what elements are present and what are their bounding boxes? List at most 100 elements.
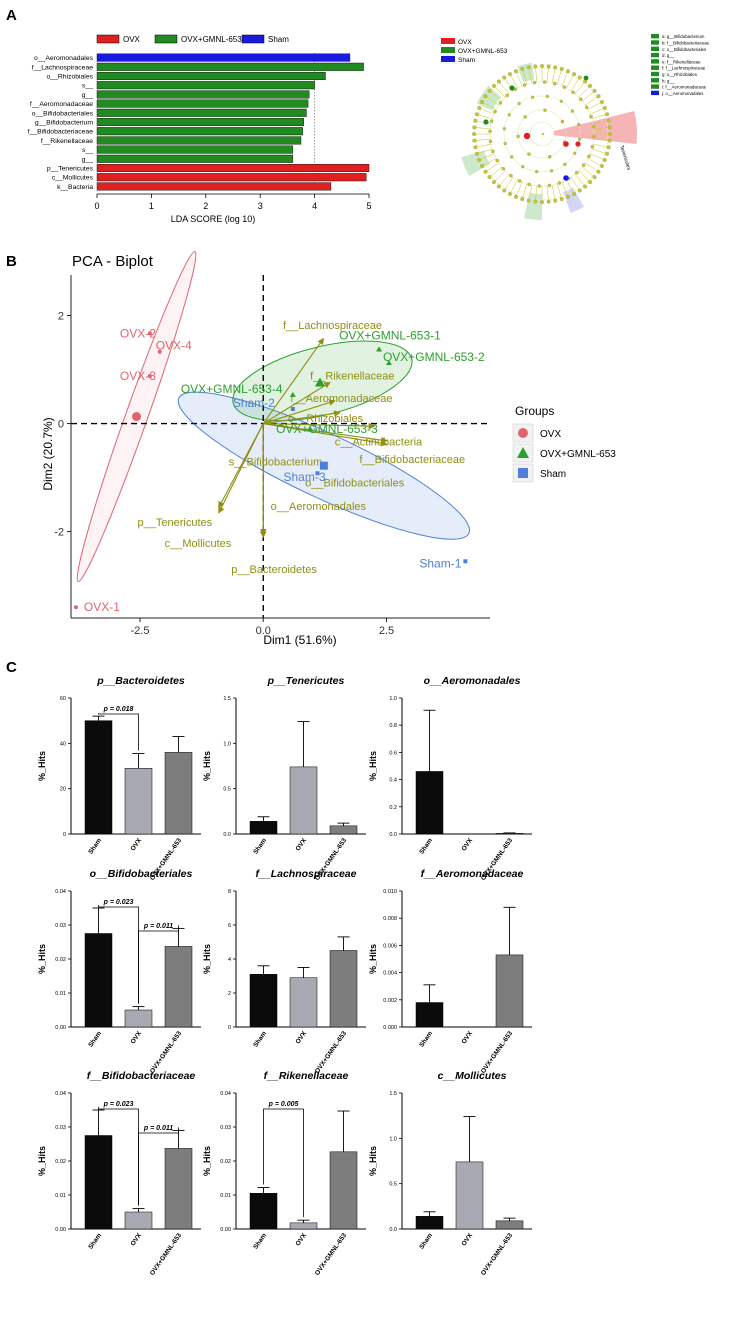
bar-chart-y-tick-label: 0 xyxy=(63,832,66,838)
pca-point-sham xyxy=(315,471,320,476)
bar-chart-bar xyxy=(495,1220,524,1230)
pca-point-label: OVX+GMNL-653-1 xyxy=(339,329,441,343)
clado-node-ovx xyxy=(563,141,569,147)
pca-y-tick-label: -2 xyxy=(54,527,64,539)
bar-chart-y-tick-label: 60 xyxy=(60,696,66,702)
clado-branch xyxy=(566,179,575,195)
bar-chart-category-label: OVX xyxy=(461,1232,475,1248)
cladogram-tree: Tenericutes xyxy=(461,62,638,220)
bar-chart-title: p__Tenericutes xyxy=(267,675,345,687)
lda-bar xyxy=(96,163,370,172)
clado-branch xyxy=(585,96,599,106)
pca-legend-title: Groups xyxy=(515,404,554,418)
bar-chart-y-tick-label: 0.0 xyxy=(389,832,397,838)
clado-branch xyxy=(589,107,605,115)
lda-bar xyxy=(96,53,351,62)
clado-leaf-node xyxy=(540,200,544,204)
pca-point-ovx xyxy=(147,331,152,336)
bar-chart-y-tick-label: 0 xyxy=(228,1025,231,1031)
bar-chart-title: c__Mollicutes xyxy=(438,1070,507,1082)
lda-bar xyxy=(96,127,303,136)
bar-chart-bar xyxy=(249,1193,278,1230)
bar-chart-ylabel: %_Hits xyxy=(202,751,212,781)
bar-chart-title: f__Aeromonadaceae xyxy=(421,868,524,880)
clado-highlight-sector xyxy=(517,62,535,83)
bar-chart-bar xyxy=(124,1009,153,1028)
clado-branch xyxy=(479,107,495,115)
lda-category-label: o__Aeromonadales xyxy=(34,55,94,62)
bar-chart-y-tick-label: 0.02 xyxy=(220,1159,231,1165)
bar-chart-y-tick-label: 1.5 xyxy=(223,696,231,702)
bar-chart: f__Lachnospiraceae 0 2 4 6 8 %_Hits Sham OVX OVX+… xyxy=(202,868,366,1075)
clado-branch xyxy=(515,71,523,87)
clado-node xyxy=(573,151,577,155)
clado-node xyxy=(543,108,547,112)
clado-leaf-node xyxy=(602,106,607,110)
lda-category-label: p__Tenericutes xyxy=(47,166,94,173)
bar-chart-bar xyxy=(84,720,113,835)
clado-branch xyxy=(546,66,549,83)
clado-taxa-label: b: f__Bifidobacteriaceae xyxy=(662,41,710,46)
bar-chart-ylabel: %_Hits xyxy=(37,1146,47,1176)
bar-chart-significance-bracket xyxy=(263,1108,304,1218)
clado-node xyxy=(571,90,575,95)
lda-category-label: o__Rhizobiales xyxy=(47,74,94,81)
bar-chart-category-label: OVX xyxy=(295,1232,309,1248)
clado-node xyxy=(509,173,513,178)
bar-chart-p-value: p = 0.011 xyxy=(143,1125,173,1132)
bar-chart-bar xyxy=(455,1161,484,1230)
clado-branch xyxy=(582,166,595,178)
bar-chart-y-tick-label: 0.02 xyxy=(55,1159,66,1165)
clado-branch xyxy=(578,85,591,98)
bar-chart-y-tick-label: 0.8 xyxy=(389,723,397,729)
clado-taxa-swatch xyxy=(651,90,659,96)
lda-category-label: f__Lachnospiraceae xyxy=(32,64,93,71)
clado-branch xyxy=(522,68,528,85)
clado-node xyxy=(510,155,514,159)
bar-chart-bar xyxy=(415,771,444,835)
clado-leaf-node xyxy=(474,112,479,117)
clado-node-gmnl xyxy=(583,75,589,81)
bar-chart-y-tick-label: 40 xyxy=(60,741,66,747)
clado-ring xyxy=(517,109,567,159)
clado-node xyxy=(592,134,596,139)
clado-branch xyxy=(504,177,514,191)
lda-chart: OVX OVX+GMNL-653 Sham o__Aeromonadales f_… xyxy=(28,34,372,224)
clado-leaf-node xyxy=(472,132,476,136)
clado-legend-label-gmnl: OVX+GMNL-653 xyxy=(458,48,508,55)
pca-biplot: PCA - Biplot -2.5 0.0 2.5 2 0 -2 f__Lachnospir… xyxy=(41,251,616,647)
clado-branch xyxy=(556,68,562,85)
pca-point-gmnl xyxy=(385,360,392,366)
pca-x-tick-label: 2.5 xyxy=(379,625,394,637)
bar-chart-p-value: p = 0.018 xyxy=(103,706,134,713)
lda-bar xyxy=(96,90,310,99)
bar-chart-category-label: OVX+GMNL-653 xyxy=(314,1232,348,1277)
bar-chart-title: p__Bacteroidetes xyxy=(96,675,185,687)
clado-branch xyxy=(515,181,523,197)
lda-category-label: f__Bifidobacteriaceae xyxy=(28,129,94,136)
clado-node xyxy=(535,169,539,174)
bar-chart-y-tick-label: 0.01 xyxy=(55,991,66,997)
pca-loading-label: f__Rikenellaceae xyxy=(310,370,394,382)
clado-node xyxy=(488,129,492,134)
clado-branch xyxy=(587,158,603,167)
bar-chart-y-tick-label: 0.6 xyxy=(389,750,397,756)
clado-node xyxy=(495,158,500,163)
clado-branch xyxy=(582,90,595,102)
bar-chart-significance-bracket xyxy=(138,925,179,1004)
clado-node xyxy=(577,137,582,141)
pca-point-sham xyxy=(463,559,468,564)
pca-loading-label: o__Bifidobacteriales xyxy=(305,478,405,490)
bar-chart-y-tick-label: 0.004 xyxy=(383,971,397,977)
clado-branch xyxy=(570,77,580,91)
clado-leaf-node xyxy=(602,158,607,162)
clado-leaf-node xyxy=(491,83,496,88)
pca-point-label: OVX-1 xyxy=(84,600,120,614)
pca-point-label: OVX+GMNL-653-4 xyxy=(181,382,283,396)
clado-leaf-node xyxy=(472,138,477,143)
clado-leaf-node xyxy=(566,194,570,199)
pca-title: PCA - Biplot xyxy=(72,253,154,270)
pca-centroid-gmnl xyxy=(314,377,325,387)
panel-label-b: B xyxy=(6,253,17,270)
